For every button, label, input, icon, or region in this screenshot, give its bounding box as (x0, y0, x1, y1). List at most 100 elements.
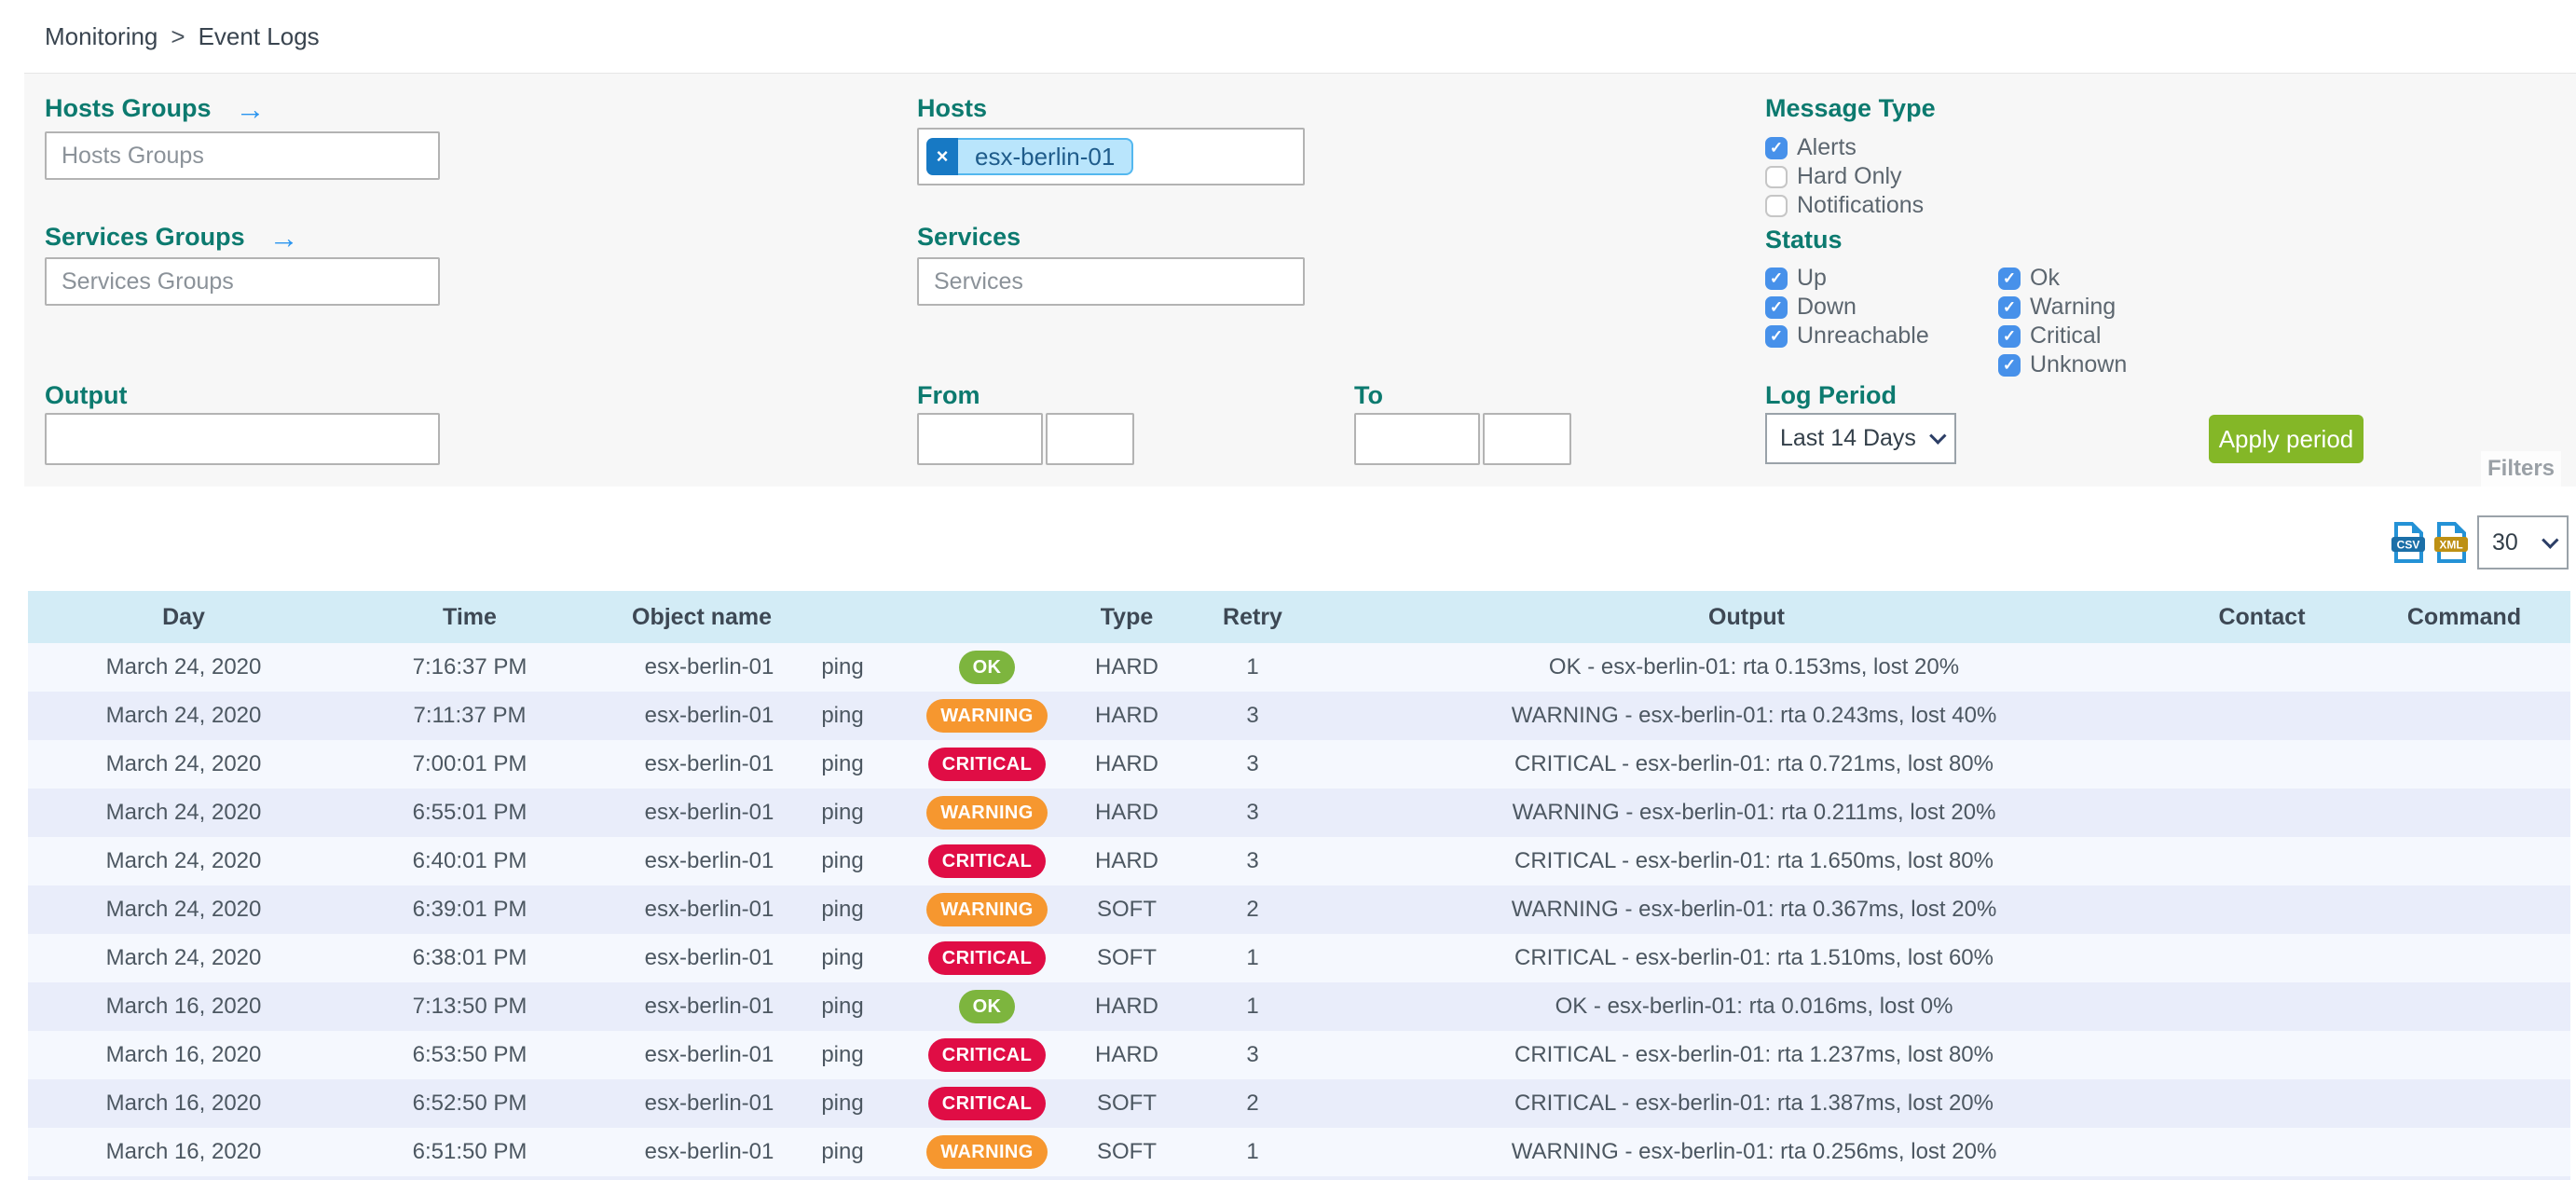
checkbox-option-warning[interactable]: ✓ Warning (1998, 293, 2127, 322)
cell-retry: 3 (1246, 751, 1259, 776)
checked-checkbox-icon[interactable]: ✓ (1998, 295, 2021, 319)
from-date-input[interactable] (917, 413, 1043, 465)
cell-retry: 3 (1246, 703, 1259, 728)
cell-day: March 16, 2020 (105, 1139, 262, 1164)
breadcrumb-event-logs[interactable]: Event Logs (198, 21, 320, 50)
cell-output: WARNING - esx-berlin-01: rta 0.367ms, lo… (1511, 897, 1997, 922)
checkbox-option-hard-only[interactable]: Hard Only (1765, 162, 1924, 191)
cell-status: OK (898, 643, 1076, 692)
cell-day: March 24, 2020 (105, 703, 262, 728)
checked-checkbox-icon[interactable]: ✓ (1765, 295, 1788, 319)
arrow-right-icon[interactable]: → (268, 220, 299, 254)
cell-command (2358, 740, 2570, 789)
cell-output: CRITICAL - esx-berlin-01: rta 1.237ms, l… (1514, 1042, 1994, 1067)
cell-retry: 3 (1246, 1042, 1259, 1067)
cell-type: HARD (1094, 751, 1158, 776)
cell-object: esx-berlin-01 (644, 1042, 774, 1067)
cell-command (2358, 982, 2570, 1031)
log-period-select[interactable]: Last 14 Days (1765, 413, 1956, 464)
checkbox-option-unreachable[interactable]: ✓ Unreachable (1765, 322, 1929, 350)
xml-export-icon[interactable]: XML (2434, 522, 2468, 563)
cell-service: ping (821, 994, 864, 1019)
filters-tab[interactable]: Filters (2481, 451, 2561, 487)
checkbox-option-up[interactable]: ✓ Up (1765, 264, 1929, 293)
cell-command (2358, 1079, 2570, 1128)
unchecked-checkbox-icon[interactable] (1765, 165, 1788, 188)
checkbox-option-alerts[interactable]: ✓ Alerts (1765, 133, 1924, 162)
services-groups-input[interactable] (45, 257, 440, 306)
checkbox-option-critical[interactable]: ✓ Critical (1998, 322, 2127, 350)
to-date-input[interactable] (1354, 413, 1480, 465)
checkbox-option-unknown[interactable]: ✓ Unknown (1998, 350, 2127, 379)
header-service (787, 591, 898, 643)
checkbox-label: Critical (2030, 322, 2102, 349)
export-toolbar: CSV XML 30 (0, 515, 2569, 570)
cell-output: WARNING - esx-berlin-01: rta 0.256ms, lo… (1511, 1139, 1997, 1164)
checked-checkbox-icon[interactable]: ✓ (1765, 324, 1788, 348)
cell-command (2358, 837, 2570, 885)
cell-contact (2166, 789, 2358, 837)
cell-object: esx-berlin-01 (644, 897, 774, 922)
cell-contact (2166, 982, 2358, 1031)
header-object-name: Object name (632, 603, 773, 630)
hosts-label: Hosts (917, 94, 988, 122)
cell-output: OK - esx-berlin-01: rta 0.016ms, lost 0% (1555, 994, 1953, 1019)
checkbox-option-notifications[interactable]: Notifications (1765, 191, 1924, 220)
arrow-right-icon[interactable]: → (235, 91, 266, 126)
checked-checkbox-icon[interactable]: ✓ (1765, 267, 1788, 290)
cell-service: ping (821, 1042, 864, 1067)
services-input[interactable] (917, 257, 1305, 306)
svg-text:XML: XML (2439, 539, 2462, 552)
checkbox-option-down[interactable]: ✓ Down (1765, 293, 1929, 322)
breadcrumb-monitoring[interactable]: Monitoring (45, 21, 158, 50)
cell-object: esx-berlin-01 (644, 1091, 774, 1116)
table-row: March 24, 2020 7:11:37 PM esx-berlin-01 pin… (28, 692, 2570, 740)
cell-status: OK (898, 982, 1076, 1031)
cell-object: esx-berlin-01 (644, 751, 774, 776)
checkbox-label: Alerts (1797, 134, 1857, 160)
from-time-input[interactable] (1046, 413, 1134, 465)
chevron-down-icon (1929, 427, 1947, 445)
status-badge: WARNING (926, 699, 1048, 733)
cell-output: CRITICAL - esx-berlin-01: rta 1.510ms, l… (1514, 945, 1994, 970)
status-badge: CRITICAL (927, 844, 1047, 878)
cell-object: esx-berlin-01 (644, 654, 774, 679)
apply-period-button[interactable]: Apply period (2209, 415, 2364, 463)
table-row: March 24, 2020 6:38:01 PM esx-berlin-01 pin… (28, 934, 2570, 982)
cell-object: esx-berlin-01 (644, 994, 774, 1019)
checked-checkbox-icon[interactable]: ✓ (1998, 353, 2021, 377)
services-groups-label: Services Groups → (45, 220, 299, 254)
output-label: Output (45, 381, 128, 409)
breadcrumb: Monitoring > Event Logs (45, 22, 320, 51)
checked-checkbox-icon[interactable]: ✓ (1765, 136, 1788, 159)
checkbox-option-ok[interactable]: ✓ Ok (1998, 264, 2127, 293)
unchecked-checkbox-icon[interactable] (1765, 194, 1788, 217)
cell-type: HARD (1094, 994, 1158, 1019)
cell-service: ping (821, 800, 864, 825)
checkbox-label: Hard Only (1797, 163, 1902, 189)
table-row: March 24, 2020 7:00:01 PM esx-berlin-01 pin… (28, 740, 2570, 789)
header-retry: Retry (1223, 603, 1282, 630)
to-time-input[interactable] (1483, 413, 1571, 465)
cell-status: WARNING (898, 692, 1076, 740)
chip-remove-icon[interactable]: × (926, 138, 958, 175)
output-input[interactable] (45, 413, 440, 465)
cell-time: 7:16:37 PM (412, 654, 528, 679)
log-period-label: Log Period (1765, 381, 1897, 409)
status-badge: OK (958, 990, 1016, 1023)
page-size-select[interactable]: 30 (2477, 515, 2569, 569)
header-command: Command (2406, 603, 2522, 630)
cell-command (2358, 934, 2570, 982)
header-contact: Contact (2218, 603, 2306, 630)
cell-contact (2166, 934, 2358, 982)
cell-time: 6:40:01 PM (412, 848, 528, 873)
cell-status: WARNING (898, 789, 1076, 837)
csv-export-icon[interactable]: CSV (2391, 522, 2425, 563)
hosts-groups-input[interactable] (45, 131, 440, 180)
header-day: Day (162, 603, 205, 630)
cell-time: 6:55:01 PM (412, 800, 528, 825)
checked-checkbox-icon[interactable]: ✓ (1998, 267, 2021, 290)
hosts-input[interactable]: × esx-berlin-01 (917, 128, 1305, 185)
checked-checkbox-icon[interactable]: ✓ (1998, 324, 2021, 348)
checkbox-label: Down (1797, 294, 1857, 320)
